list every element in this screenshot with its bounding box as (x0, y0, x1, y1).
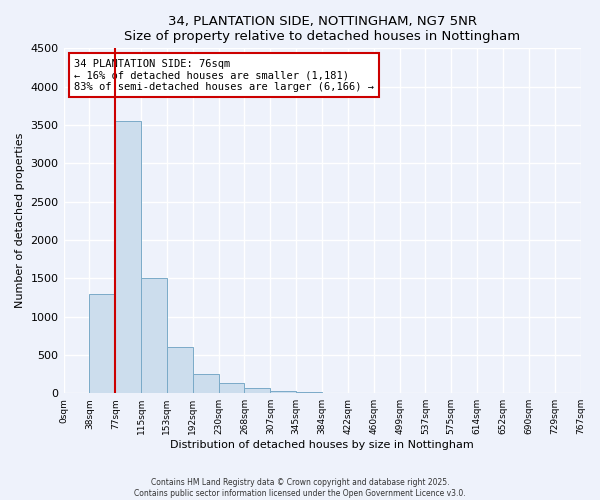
Bar (296, 392, 322, 393)
Bar (193, 374, 218, 393)
Bar (244, 388, 271, 393)
Text: Contains HM Land Registry data © Crown copyright and database right 2025.
Contai: Contains HM Land Registry data © Crown c… (134, 478, 466, 498)
Y-axis label: Number of detached properties: Number of detached properties (15, 133, 25, 308)
Text: 34 PLANTATION SIDE: 76sqm
← 16% of detached houses are smaller (1,181)
83% of se: 34 PLANTATION SIDE: 76sqm ← 16% of detac… (74, 58, 374, 92)
Bar (271, 391, 296, 393)
X-axis label: Distribution of detached houses by size in Nottingham: Distribution of detached houses by size … (170, 440, 474, 450)
Bar (218, 383, 244, 393)
Bar (167, 347, 193, 393)
Title: 34, PLANTATION SIDE, NOTTINGHAM, NG7 5NR
Size of property relative to detached h: 34, PLANTATION SIDE, NOTTINGHAM, NG7 5NR… (124, 15, 520, 43)
Bar (141, 278, 167, 393)
Bar (115, 121, 141, 393)
Bar (89, 294, 115, 393)
